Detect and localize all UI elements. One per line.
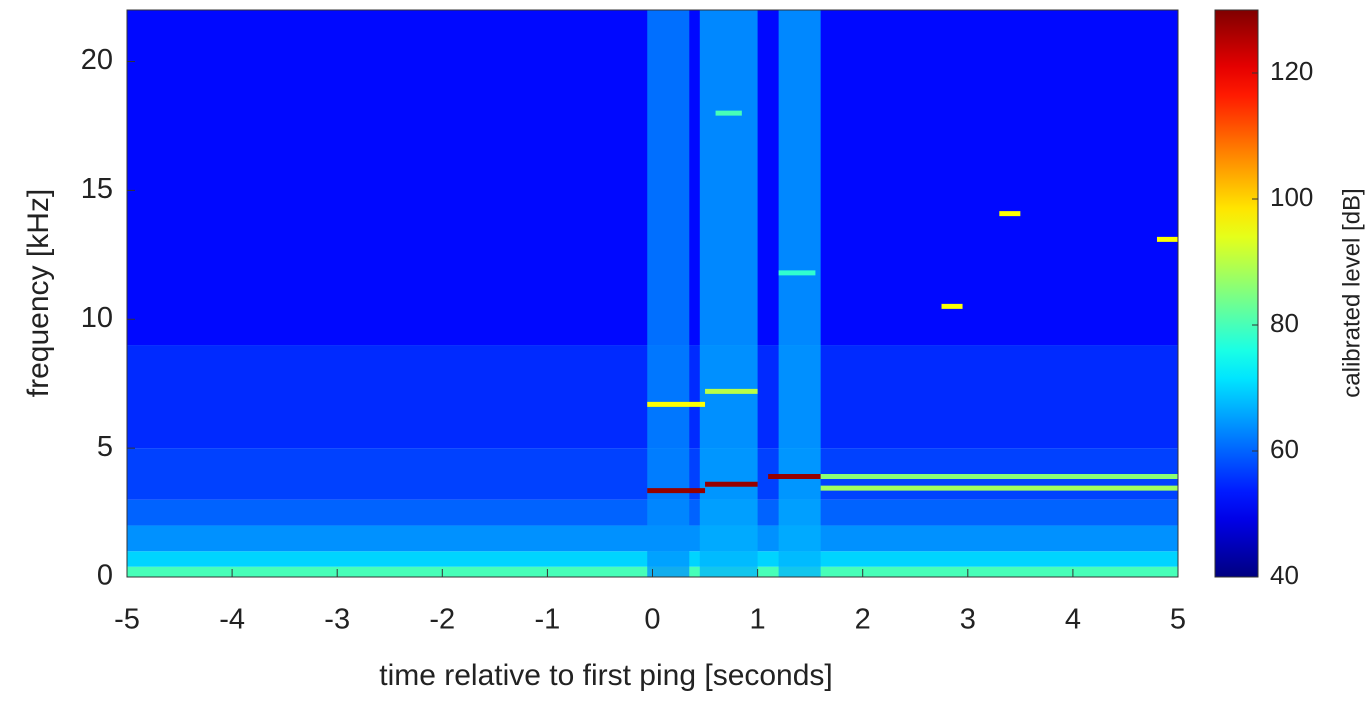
x-tick-label: -5: [114, 604, 140, 636]
y-tick-label: 0: [97, 560, 113, 592]
x-tick-label: 3: [960, 604, 976, 636]
x-tick-label: -2: [429, 604, 455, 636]
y-tick-label: 10: [81, 302, 113, 334]
y-tick-label: 20: [81, 44, 113, 76]
x-axis-label: time relative to first ping [seconds]: [379, 659, 833, 692]
x-tick-label: -1: [535, 604, 561, 636]
y-tick-label: 15: [81, 173, 113, 205]
plot-area: [127, 10, 1178, 577]
x-tick-label: 5: [1170, 604, 1186, 636]
x-tick-label: 1: [750, 604, 766, 636]
x-tick-label: -4: [219, 604, 245, 636]
colorbar-tick-label: 120: [1270, 56, 1313, 86]
y-tick-label: 5: [97, 431, 113, 463]
bright-column: [647, 10, 690, 577]
colorbar-label: calibrated level [dB]: [1338, 188, 1365, 397]
colorbar-tick-label: 60: [1270, 434, 1299, 464]
x-tick-label: 4: [1065, 604, 1081, 636]
colorbar: [1214, 9, 1259, 578]
x-tick-label: -3: [324, 604, 350, 636]
y-axis-label: frequency [kHz]: [22, 189, 55, 397]
bright-column: [778, 10, 821, 577]
x-tick-label: 0: [644, 604, 660, 636]
bright-column: [699, 10, 758, 577]
colorbar-tick-label: 100: [1270, 182, 1313, 212]
x-tick-label: 2: [855, 604, 871, 636]
colorbar-tick-label: 40: [1270, 560, 1299, 590]
colorbar-tick-label: 80: [1270, 308, 1299, 338]
